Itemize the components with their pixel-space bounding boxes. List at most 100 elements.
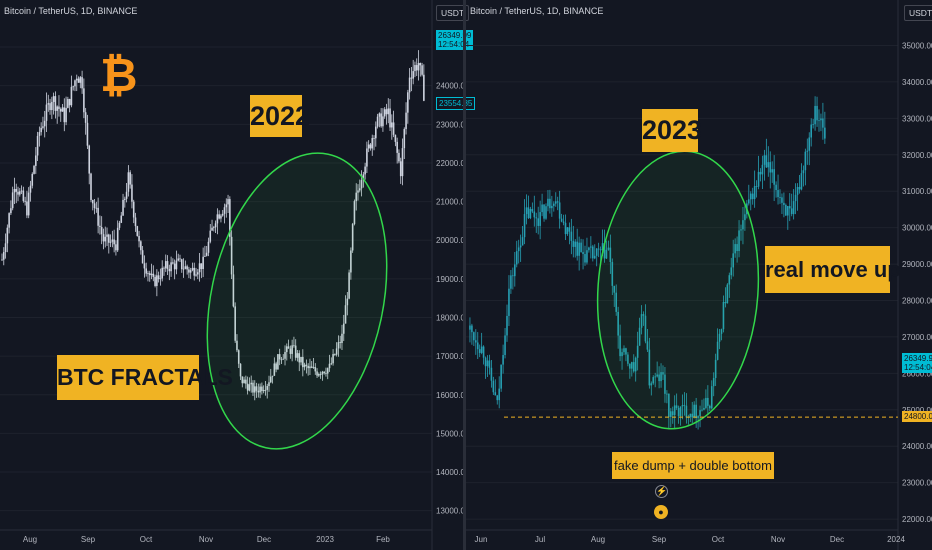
candle-body bbox=[748, 199, 750, 204]
candle-body bbox=[253, 386, 256, 393]
candle-body bbox=[207, 241, 210, 253]
candle-body bbox=[824, 127, 826, 139]
candle-body bbox=[414, 65, 416, 72]
candle-body bbox=[344, 305, 347, 324]
candle-body bbox=[56, 106, 58, 111]
candle-body bbox=[578, 242, 580, 256]
y-tick-label: 34000.00 bbox=[902, 78, 932, 87]
candle-body bbox=[67, 99, 69, 108]
candle-body bbox=[666, 393, 668, 395]
candle-body bbox=[738, 230, 740, 252]
left-currency-button[interactable]: USDT bbox=[436, 5, 470, 21]
candle-body bbox=[623, 348, 625, 353]
candle-body bbox=[291, 345, 293, 354]
candle-body bbox=[45, 104, 48, 121]
candle-body bbox=[707, 397, 709, 406]
candle-body bbox=[693, 404, 695, 418]
candle-body bbox=[269, 376, 272, 383]
candle-body bbox=[29, 185, 32, 193]
candle-body bbox=[376, 116, 379, 127]
candle-body bbox=[761, 164, 764, 175]
y-tick-label: 24000.00 bbox=[902, 442, 932, 451]
candle-body bbox=[574, 241, 577, 247]
left-chart-canvas[interactable]: 13000.00 14000.00 15000.00 16000.00 17000.00… bbox=[0, 0, 463, 550]
candle-body bbox=[605, 249, 608, 259]
candle-body bbox=[631, 362, 633, 369]
candle-body bbox=[822, 118, 824, 128]
candle-body bbox=[816, 105, 818, 121]
candle-body bbox=[88, 145, 91, 174]
x-tick-label: Jul bbox=[535, 535, 545, 544]
x-tick-label: Sep bbox=[81, 535, 96, 544]
right-chart-canvas[interactable]: 22000.00 23000.00 24000.00 25000.00 26000.00… bbox=[466, 0, 932, 550]
candle-body bbox=[545, 206, 547, 219]
candle-body bbox=[389, 108, 391, 128]
candle-body bbox=[31, 173, 34, 186]
earnings-event-icon[interactable]: ● bbox=[654, 505, 668, 519]
candle-body bbox=[408, 77, 411, 93]
candle-body bbox=[300, 356, 302, 363]
y-tick-label: 30000.00 bbox=[902, 224, 932, 233]
btc-fractals-label: BTC FRACTALS bbox=[57, 355, 233, 400]
candle-body bbox=[392, 122, 395, 135]
left-year-label: 2022 bbox=[250, 95, 310, 137]
candle-body bbox=[804, 151, 807, 171]
candle-body bbox=[806, 150, 809, 152]
candle-body bbox=[818, 120, 820, 122]
candle-body bbox=[52, 96, 55, 102]
candle-body bbox=[642, 314, 645, 316]
candle-body bbox=[213, 227, 215, 229]
candle-body bbox=[61, 107, 64, 112]
candle-body bbox=[127, 172, 130, 192]
candle-body bbox=[681, 404, 684, 407]
candle-body bbox=[634, 357, 637, 372]
candle-body bbox=[229, 199, 231, 237]
y-tick-label: 23000.00 bbox=[902, 479, 932, 488]
candle-body bbox=[531, 208, 534, 212]
left-chart-panel[interactable]: 13000.00 14000.00 15000.00 16000.00 17000.00… bbox=[0, 0, 476, 550]
candle-body bbox=[243, 379, 245, 384]
candle-body bbox=[362, 174, 365, 181]
candle-body bbox=[218, 214, 220, 219]
candle-body bbox=[330, 363, 333, 365]
candle-body bbox=[543, 204, 545, 219]
y-tick-label: 17000.00 bbox=[436, 352, 463, 361]
real-move-up-label: real move up bbox=[765, 246, 901, 293]
candle-body bbox=[679, 406, 682, 417]
candle-body bbox=[662, 372, 664, 375]
candle-body bbox=[68, 99, 71, 106]
right-chart-panel[interactable]: 22000.00 23000.00 24000.00 25000.00 26000.00… bbox=[466, 0, 932, 550]
candle-body bbox=[701, 409, 703, 411]
candle-body bbox=[2, 252, 5, 260]
candle-body bbox=[753, 186, 756, 200]
candle-body bbox=[492, 380, 495, 393]
candle-body bbox=[22, 190, 25, 201]
candle-body bbox=[712, 377, 715, 387]
right-currency-button[interactable]: USDT bbox=[904, 5, 932, 21]
candle-body bbox=[383, 109, 386, 117]
candle-body bbox=[570, 231, 573, 241]
candle-body bbox=[232, 274, 235, 307]
candle-body bbox=[521, 237, 524, 246]
candle-body bbox=[697, 416, 699, 418]
candle-body bbox=[525, 207, 528, 215]
candle-body bbox=[714, 359, 717, 378]
candle-body bbox=[197, 272, 199, 275]
candle-body bbox=[371, 138, 374, 149]
candle-body bbox=[471, 325, 473, 333]
candle-body bbox=[134, 217, 137, 227]
candle-body bbox=[109, 241, 112, 243]
candle-body bbox=[264, 389, 267, 391]
candle-body bbox=[490, 367, 493, 381]
candle-body bbox=[650, 383, 653, 386]
panel-divider[interactable] bbox=[463, 0, 466, 550]
candle-body bbox=[539, 212, 541, 226]
candle-body bbox=[654, 376, 656, 378]
lightning-event-icon[interactable]: ⚡ bbox=[655, 485, 668, 498]
candle-body bbox=[584, 254, 586, 263]
candle-body bbox=[820, 118, 822, 121]
candle-body bbox=[609, 247, 612, 263]
candle-body bbox=[177, 258, 180, 261]
candle-body bbox=[97, 207, 99, 226]
candle-body bbox=[391, 122, 393, 128]
